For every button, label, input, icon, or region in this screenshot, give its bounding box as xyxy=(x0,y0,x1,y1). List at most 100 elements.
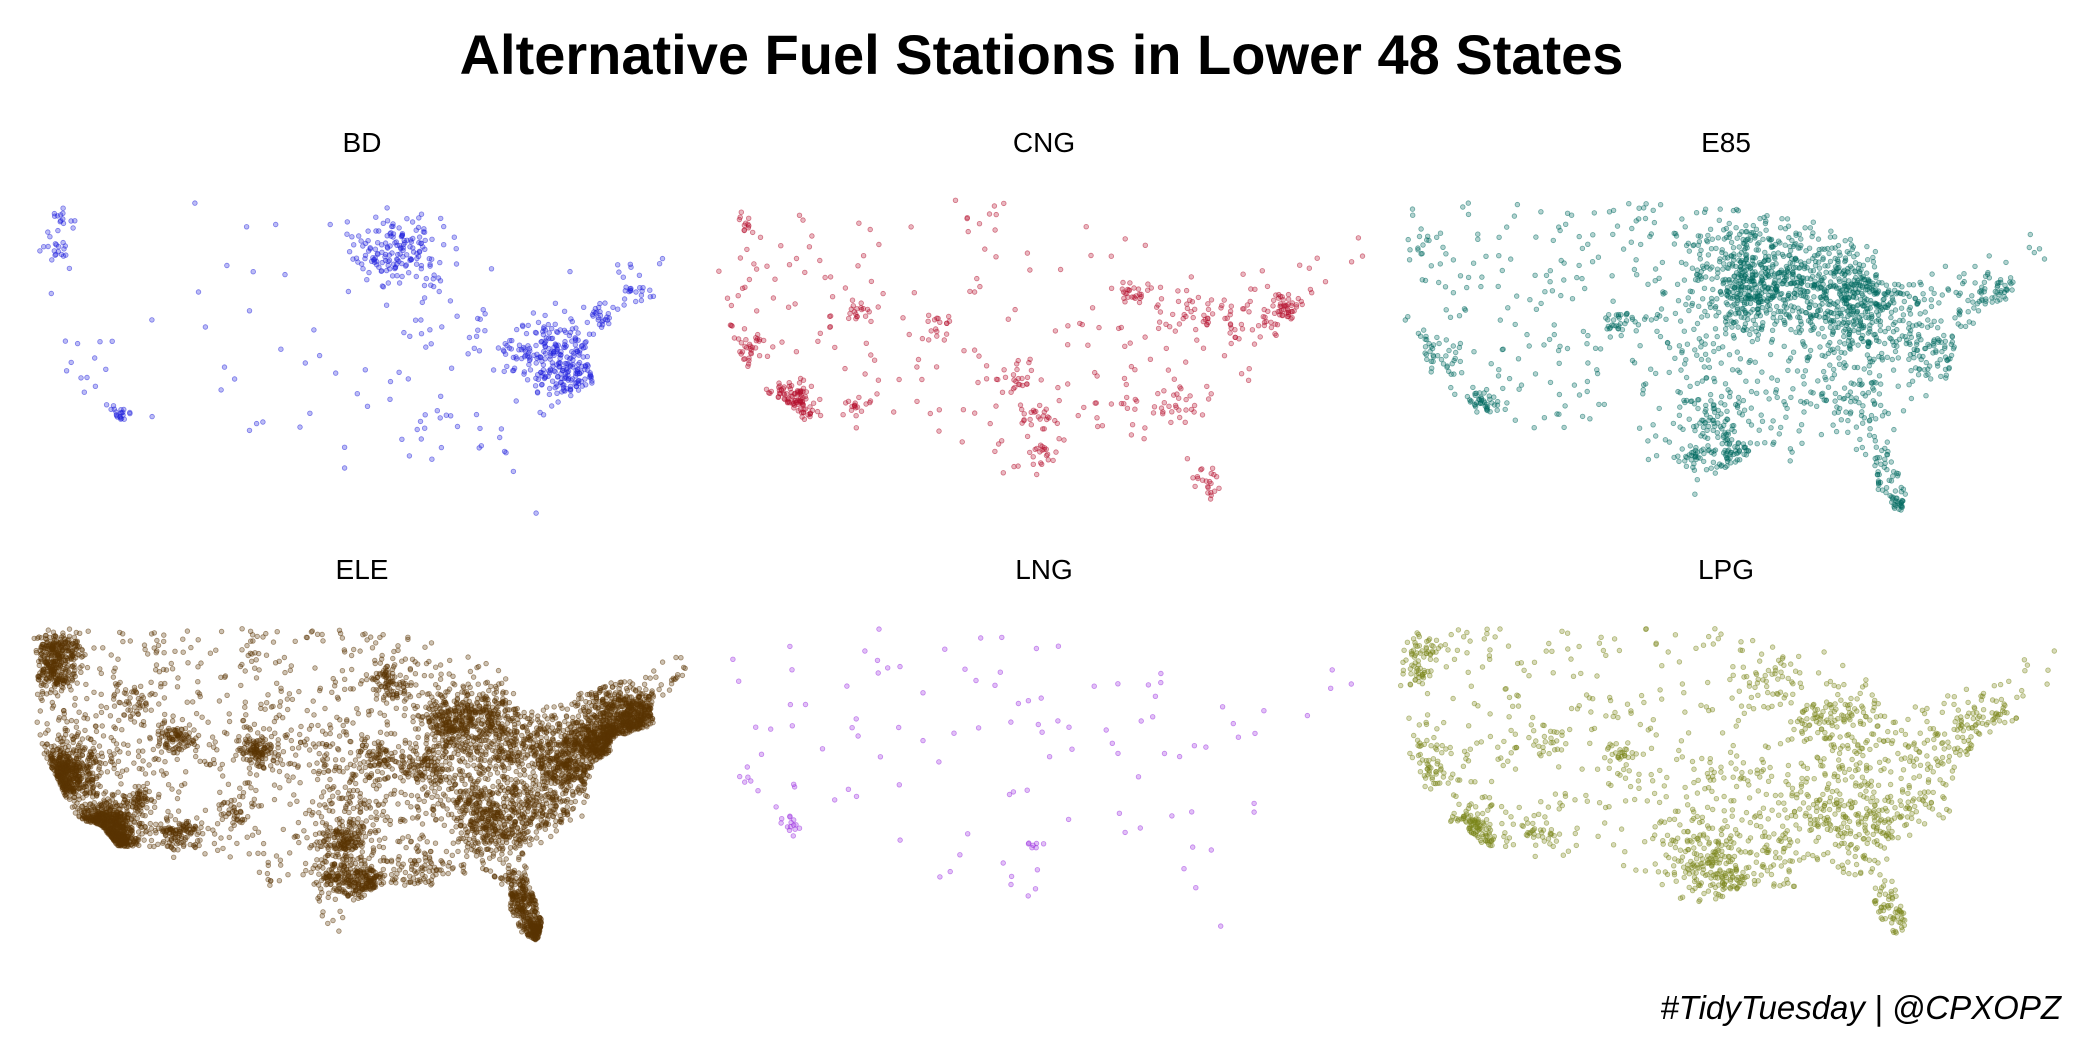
station-point xyxy=(1765,286,1771,292)
station-point xyxy=(1847,329,1853,335)
station-point xyxy=(431,283,437,290)
station-point xyxy=(524,377,531,383)
station-point xyxy=(79,771,86,778)
station-point xyxy=(1831,270,1837,277)
station-point xyxy=(1906,281,1912,288)
station-point xyxy=(568,377,574,383)
station-point xyxy=(1698,344,1704,350)
station-point xyxy=(1882,340,1888,347)
station-point xyxy=(1633,257,1639,263)
station-point xyxy=(575,380,582,387)
station-point xyxy=(808,383,815,389)
station-point xyxy=(842,285,849,291)
station-point xyxy=(1626,200,1632,207)
station-point xyxy=(1122,290,1128,296)
station-point xyxy=(419,299,425,306)
station-point xyxy=(793,348,800,355)
station-point xyxy=(1699,378,1705,384)
station-point xyxy=(542,312,548,319)
station-point xyxy=(868,278,875,285)
station-point xyxy=(1207,496,1214,502)
station-point xyxy=(533,510,539,516)
station-point xyxy=(1938,373,1944,380)
station-point xyxy=(1745,316,1751,322)
station-point xyxy=(1171,392,1177,398)
station-point xyxy=(1094,415,1100,421)
station-point xyxy=(1720,266,1726,272)
station-point xyxy=(1410,212,1416,218)
station-point xyxy=(1733,270,1740,276)
station-point xyxy=(1711,451,1717,457)
station-point xyxy=(576,359,583,366)
station-point xyxy=(1928,376,1934,382)
station-point xyxy=(1607,334,1613,340)
station-point xyxy=(443,412,449,418)
station-point xyxy=(488,266,495,272)
station-point xyxy=(1817,307,1823,313)
station-point xyxy=(982,246,988,252)
station-point xyxy=(1180,315,1186,322)
station-point xyxy=(1440,244,1446,250)
station-point xyxy=(407,244,413,250)
station-point xyxy=(1648,366,1654,372)
station-point xyxy=(1702,351,1709,357)
station-point xyxy=(582,376,588,382)
station-point xyxy=(1826,250,1832,257)
station-point xyxy=(421,295,428,301)
station-point xyxy=(1762,265,1768,271)
station-point xyxy=(874,391,880,397)
station-point xyxy=(1077,320,1083,327)
station-point xyxy=(1729,324,1735,330)
station-point xyxy=(741,227,747,234)
station-point xyxy=(1248,286,1254,292)
station-point xyxy=(1309,289,1315,296)
station-point xyxy=(1774,288,1780,294)
station-point xyxy=(1037,402,1043,409)
station-point xyxy=(1730,319,1736,326)
station-point xyxy=(1866,363,1872,369)
station-point xyxy=(1184,456,1191,462)
station-point xyxy=(1268,319,1274,325)
station-point xyxy=(1285,296,1292,302)
station-point xyxy=(1089,305,1096,311)
station-point xyxy=(1019,406,1025,413)
station-point xyxy=(399,436,405,442)
station-point xyxy=(454,313,460,319)
station-point xyxy=(1883,282,1890,288)
station-point xyxy=(503,450,509,456)
station-point xyxy=(1849,246,1855,253)
station-point xyxy=(1710,417,1716,423)
station-point xyxy=(547,356,553,362)
station-point xyxy=(1633,271,1640,278)
station-point xyxy=(1758,326,1765,333)
station-point xyxy=(737,255,744,261)
station-point xyxy=(1748,388,1755,395)
station-point xyxy=(384,218,391,224)
station-point xyxy=(1511,213,1518,219)
station-point xyxy=(575,366,581,373)
station-point xyxy=(1860,332,1866,339)
station-point xyxy=(1678,259,1685,266)
station-point xyxy=(757,234,764,240)
station-point xyxy=(807,413,813,420)
station-point xyxy=(1874,289,1881,296)
station-point xyxy=(1803,399,1810,405)
station-point xyxy=(1945,286,1951,292)
station-point xyxy=(2036,246,2043,252)
station-point xyxy=(1832,324,1839,330)
station-point xyxy=(1759,418,1766,424)
station-point xyxy=(1053,449,1059,455)
station-point xyxy=(1972,263,1978,270)
station-point xyxy=(1888,336,1894,342)
station-point xyxy=(1209,311,1216,317)
station-point xyxy=(803,396,809,402)
station-point xyxy=(45,627,51,633)
station-point xyxy=(1817,344,1823,350)
station-point xyxy=(1684,397,1690,404)
station-point xyxy=(1800,341,1806,347)
station-point xyxy=(1496,252,1502,259)
station-point xyxy=(914,364,920,370)
station-point xyxy=(1742,309,1749,316)
station-point xyxy=(1709,264,1715,270)
station-point xyxy=(1753,226,1760,232)
